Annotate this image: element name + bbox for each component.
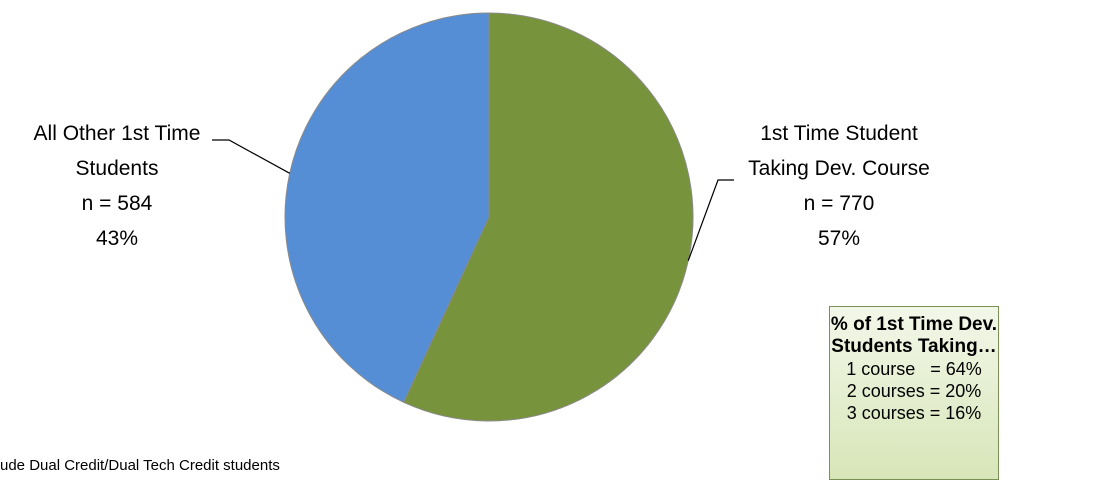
slice-label-dev-course-line1: 1st Time Student: [760, 122, 918, 145]
summary-line-2-courses: 2 courses = 20%: [846, 381, 982, 401]
slice-label-other-line1: All Other 1st Time: [34, 122, 201, 145]
slice-percent-dev-course: 57%: [818, 227, 860, 250]
slice-label-dev-course-line2: Taking Dev. Course: [748, 157, 930, 180]
leader-line-other: [212, 139, 291, 174]
slice-other: [284, 12, 490, 403]
slice-count-other: n = 584: [82, 192, 153, 215]
slice-label-other-line2: Students: [76, 157, 159, 180]
slice-percent-other: 43%: [96, 227, 138, 250]
summary-box-title-line2: Students Taking…: [831, 336, 997, 357]
summary-box: % of 1st Time Dev. Students Taking… 1 co…: [829, 306, 999, 480]
slice-label-other: All Other 1st Time Students n = 584 43%: [34, 122, 201, 250]
pie-chart-svg: 1st Time Student Taking Dev. Course n = …: [0, 12, 930, 474]
footnote: ude Dual Credit/Dual Tech Credit student…: [0, 457, 280, 470]
summary-line-3-courses: 3 courses = 16%: [846, 403, 982, 423]
summary-box-title-line1: % of 1st Time Dev.: [830, 314, 998, 335]
leader-line-dev-course: [687, 179, 734, 261]
pie-slices: [284, 12, 694, 422]
slice-label-dev-course: 1st Time Student Taking Dev. Course n = …: [748, 122, 930, 250]
leader-lines: [212, 139, 734, 261]
slice-count-dev-course: n = 770: [804, 192, 875, 215]
summary-line-1-course: 1 course = 64%: [846, 359, 982, 379]
pie-chart: 1st Time Student Taking Dev. Course n = …: [0, 12, 999, 480]
